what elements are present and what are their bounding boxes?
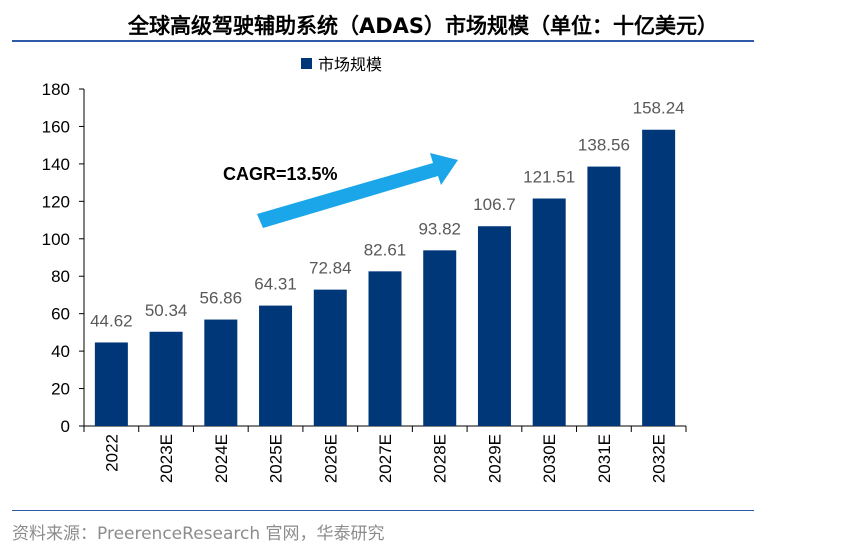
- bar-2032E: [642, 129, 676, 426]
- cagr-label: CAGR=13.5%: [223, 164, 338, 184]
- top-rule: [12, 40, 754, 42]
- bar-2029E: [477, 226, 511, 426]
- x-tick-label-5: 2027E: [376, 434, 395, 483]
- x-tick-label-8: 2030E: [540, 434, 559, 483]
- legend-label: 市场规模: [318, 55, 382, 74]
- data-label-2022: 44.62: [90, 311, 133, 330]
- x-tick-label-7: 2029E: [485, 434, 504, 483]
- x-tick-label-2: 2024E: [212, 434, 231, 483]
- data-label-2029E: 106.7: [473, 195, 516, 214]
- bar-2024E: [204, 319, 238, 426]
- x-tick-label-1: 2023E: [157, 434, 176, 483]
- data-labels: 44.62 50.34 56.86 64.31 72.84 82.61 93.82 106.7…: [90, 99, 685, 331]
- x-tick-label-10: 2032E: [650, 434, 669, 483]
- x-tick-label-6: 2028E: [431, 434, 450, 483]
- data-label-2031E: 138.56: [578, 136, 630, 155]
- bar-2025E: [259, 305, 293, 426]
- y-tick-label-6: 120: [42, 192, 70, 211]
- cagr-arrow: [257, 153, 458, 228]
- x-tick-label-0: 2022: [102, 434, 121, 472]
- bars: [94, 129, 676, 426]
- bar-2031E: [587, 166, 621, 426]
- data-label-2032E: 158.24: [633, 99, 685, 118]
- y-tick-label-2: 40: [51, 342, 70, 361]
- legend-swatch: [301, 58, 312, 69]
- bar-2022: [94, 342, 128, 426]
- y-tick-label-9: 180: [42, 80, 70, 99]
- bar-2026E: [313, 289, 347, 426]
- data-label-2024E: 56.86: [200, 289, 243, 308]
- x-tick-label-9: 2031E: [595, 434, 614, 483]
- bar-2028E: [423, 250, 457, 426]
- source-note: 资料来源：PreerenceResearch 官网，华泰研究: [12, 524, 385, 544]
- y-tick-label-3: 60: [51, 305, 70, 324]
- y-tick-label-0: 0: [61, 417, 70, 436]
- x-tick-label-4: 2026E: [321, 434, 340, 483]
- y-tick-label-5: 100: [42, 230, 70, 249]
- legend: 市场规模: [301, 55, 382, 74]
- data-label-2026E: 72.84: [309, 259, 352, 278]
- bar-2023E: [149, 331, 183, 426]
- y-tick-label-8: 160: [42, 117, 70, 136]
- data-label-2025E: 64.31: [254, 275, 297, 294]
- cagr-annotation: CAGR=13.5%: [223, 153, 458, 228]
- data-label-2023E: 50.34: [145, 301, 188, 320]
- bottom-rule: [12, 510, 754, 511]
- bar-2030E: [532, 198, 566, 426]
- x-tick-label-3: 2025E: [267, 434, 286, 483]
- bar-2027E: [368, 271, 402, 426]
- y-tick-label-4: 80: [51, 267, 70, 286]
- data-label-2030E: 121.51: [523, 168, 575, 187]
- chart-title: 全球高级驾驶辅助系统（ADAS）市场规模（单位：十亿美元）: [128, 14, 719, 38]
- data-label-2028E: 93.82: [418, 219, 461, 238]
- y-tick-label-7: 140: [42, 155, 70, 174]
- x-axis: 2022 2023E 2024E 2025E 2026E 2027E 2028E 2029E 2…: [83, 425, 687, 483]
- y-tick-label-1: 20: [51, 380, 70, 399]
- data-label-2027E: 82.61: [364, 240, 407, 259]
- y-axis: 0 20 40 60 80 100 120 140 160 180: [42, 80, 85, 436]
